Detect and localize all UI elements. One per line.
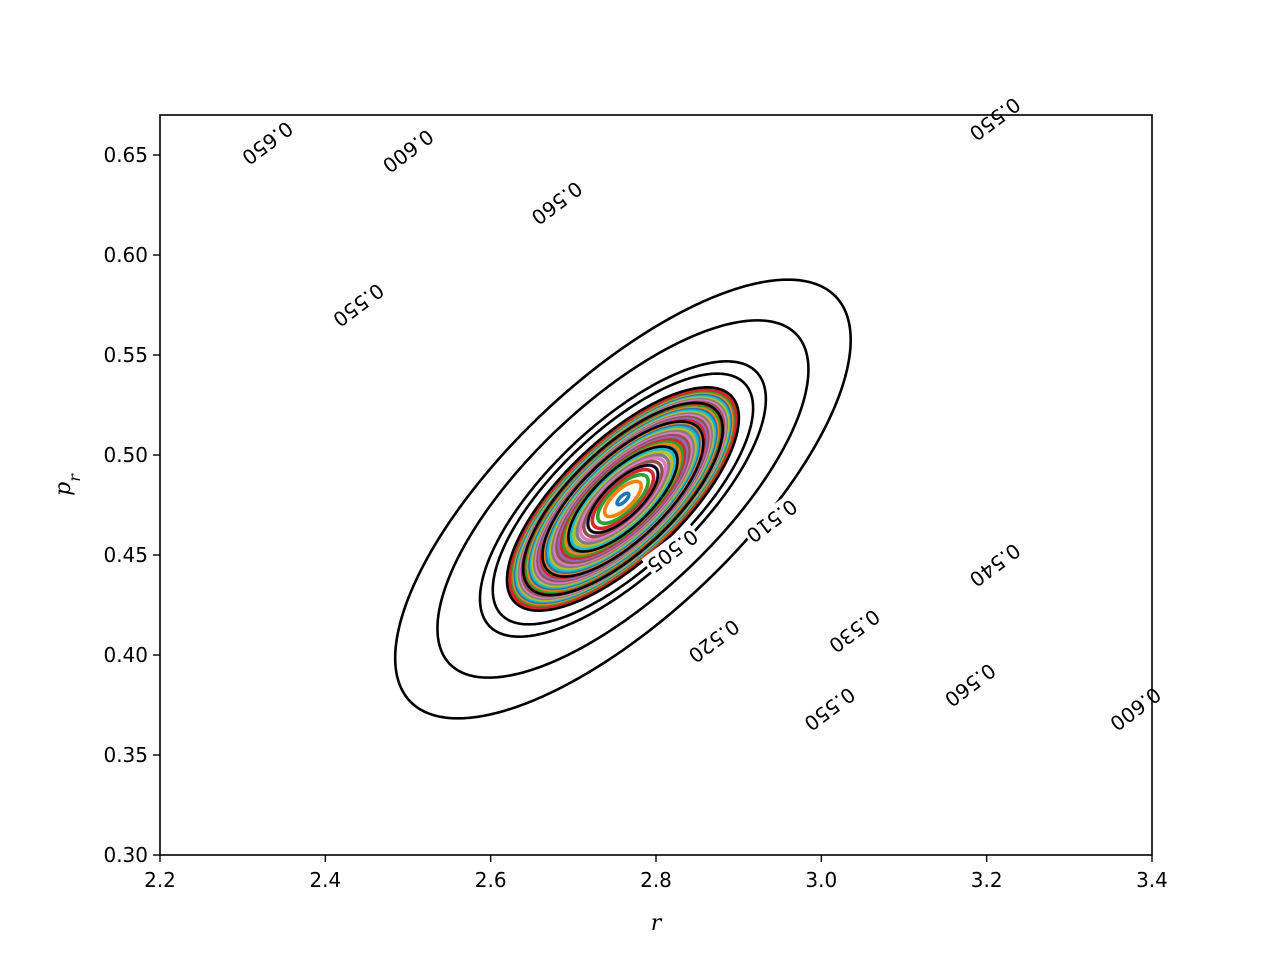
contour-line: [393, 278, 852, 720]
contour-label-background: [963, 537, 1027, 593]
contour-line: [521, 401, 725, 597]
y-tick-label: 0.35: [103, 743, 148, 767]
contour-line: [478, 360, 768, 638]
x-tick-label: 2.8: [640, 868, 672, 892]
contour-line: [505, 386, 741, 612]
orbit-ring: [595, 472, 650, 526]
x-tick-label: 3.4: [1136, 868, 1168, 892]
contour-label-background: [1104, 681, 1167, 737]
y-axis-label-main: p: [51, 482, 76, 496]
x-tick-label: 3.0: [805, 868, 837, 892]
contour-label-background: [682, 613, 746, 669]
x-tick-label: 2.6: [475, 868, 507, 892]
contour-label-background: [740, 493, 803, 549]
contour-line: [491, 372, 755, 626]
contour-line: [567, 445, 679, 553]
contour-label-background: [938, 657, 1002, 713]
x-tick-label: 2.4: [309, 868, 341, 892]
y-tick-label: 0.30: [103, 843, 148, 867]
contour-label-background: [641, 523, 704, 579]
y-tick-label: 0.40: [103, 643, 148, 667]
contour-label-background: [376, 123, 440, 179]
energy-contours: [393, 278, 852, 720]
contour-label-background: [798, 681, 861, 737]
x-tick-label: 3.2: [971, 868, 1003, 892]
orbit-ring: [581, 459, 664, 539]
contour-line: [436, 319, 810, 679]
contour-line: [541, 420, 705, 578]
x-axis-label: r: [651, 911, 663, 936]
x-tick-label: 2.2: [144, 868, 176, 892]
x-axis-ticks: 2.2 2.4 2.6 2.8 3.0 3.2 3.4: [144, 855, 1168, 892]
contour-label-background: [963, 91, 1027, 147]
contour-label-background: [525, 175, 589, 231]
contour-label-background: [327, 277, 390, 333]
y-tick-label: 0.50: [103, 443, 148, 467]
y-tick-label: 0.65: [103, 143, 148, 167]
y-tick-label: 0.55: [103, 343, 148, 367]
y-axis-label-subscript: r: [65, 473, 84, 482]
orbit-ring: [590, 467, 656, 531]
contour-label-background: [823, 603, 886, 659]
orbit-ring: [615, 491, 631, 507]
y-tick-label: 0.45: [103, 543, 148, 567]
y-axis-label: pr: [51, 473, 84, 496]
contour-label-background: [236, 115, 299, 171]
contour-line: [586, 464, 660, 534]
y-tick-label: 0.60: [103, 243, 148, 267]
orbit-ring: [602, 479, 644, 519]
y-axis-ticks: 0.30 0.35 0.40 0.45 0.50 0.55 0.60 0.65: [103, 143, 160, 867]
